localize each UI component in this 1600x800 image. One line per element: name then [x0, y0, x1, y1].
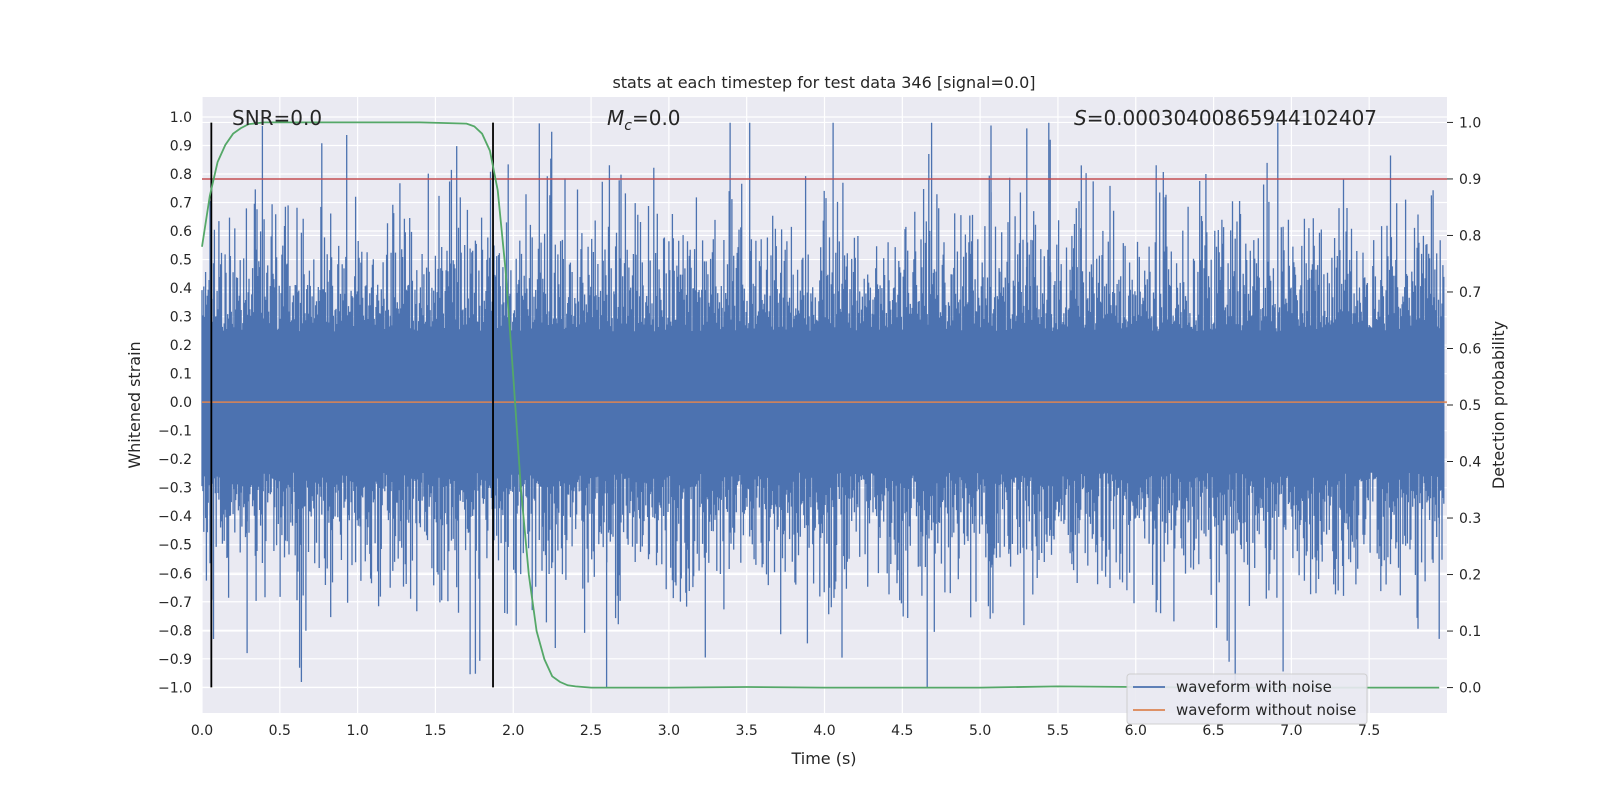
y-left-tick-label: 0.1 — [170, 367, 192, 383]
y-left-tick-label: −0.8 — [158, 623, 192, 639]
series-detection-probability — [201, 121, 1440, 689]
legend-box — [1126, 673, 1368, 725]
x-tick-label: 0.5 — [269, 723, 291, 739]
y-left-tick-label: −0.3 — [158, 481, 192, 497]
y-left-tick-label: 0.5 — [170, 253, 192, 269]
mc-subscript: c — [624, 118, 632, 134]
y-right-tick-label: 0.7 — [1459, 285, 1481, 301]
y-right-tick-label: 1.0 — [1459, 115, 1481, 131]
s-annotation: S=0.00030400865944102407 — [1074, 106, 1377, 130]
legend-label-noise: waveform with noise — [1176, 678, 1332, 696]
legend-label-clean: waveform without noise — [1176, 701, 1356, 719]
x-tick-label: 6.0 — [1125, 723, 1147, 739]
y-left-tick-label: −1.0 — [158, 680, 192, 696]
noise-trace — [201, 122, 1445, 688]
y-right-tick-label: 0.6 — [1459, 341, 1481, 357]
y-right-tick-label: 0.9 — [1459, 172, 1481, 188]
y-right-tick-label: 0.3 — [1459, 511, 1481, 527]
y-left-tick-label: 0.8 — [170, 167, 192, 183]
y-right-tick-label: 0.0 — [1459, 681, 1481, 697]
x-tick-label: 6.5 — [1202, 723, 1224, 739]
x-tick-label: 3.5 — [736, 723, 758, 739]
y-left-tick-label: −0.5 — [158, 538, 192, 554]
x-axis-label: Time (s) — [790, 749, 856, 768]
s-value: =0.00030400865944102407 — [1087, 106, 1377, 130]
x-axis-ticks: 0.0 0.5 1.0 1.5 2.0 2.5 3.0 3.5 4.0 4.5 5.0 5.5 6.0 6… — [191, 723, 1380, 739]
mc-symbol: M — [607, 106, 624, 130]
snr-annotation: SNR=0.0 — [232, 106, 322, 130]
y-left-axis-ticks: 1.0 0.9 0.8 0.7 0.6 0.5 0.4 0.3 0.2 0.1 0.0 −0.1 −0.… — [158, 110, 192, 696]
y-right-tick-label: 0.4 — [1459, 455, 1481, 471]
x-tick-label: 5.0 — [969, 723, 991, 739]
y-right-tick-label: 0.1 — [1459, 624, 1481, 640]
y-right-tick-label: 0.8 — [1459, 228, 1481, 244]
legend: waveform with noise waveform without noi… — [1126, 673, 1368, 725]
x-tick-label: 7.5 — [1358, 723, 1380, 739]
y-left-tick-label: −0.9 — [158, 652, 192, 668]
y-left-tick-label: −0.1 — [158, 424, 192, 440]
x-tick-label: 5.5 — [1047, 723, 1069, 739]
x-tick-label: 4.0 — [813, 723, 835, 739]
y-left-tick-label: −0.2 — [158, 452, 192, 468]
x-tick-label: 1.5 — [424, 723, 446, 739]
s-symbol: S — [1074, 106, 1087, 130]
y-left-tick-label: −0.4 — [158, 509, 192, 525]
x-tick-label: 3.0 — [658, 723, 680, 739]
y-right-axis-label: Detection probability — [1489, 321, 1508, 489]
y-left-axis-label: Whitened strain — [125, 341, 144, 468]
y-left-tick-label: 0.6 — [170, 224, 192, 240]
y-right-axis-ticks: 1.0 0.9 0.8 0.7 0.6 0.5 0.4 0.3 0.2 0.1 0.0 — [1447, 115, 1481, 697]
x-tick-label: 1.0 — [346, 723, 368, 739]
y-left-tick-label: −0.7 — [158, 595, 192, 611]
series-waveform-with-noise — [201, 122, 1445, 688]
x-tick-label: 7.0 — [1280, 723, 1302, 739]
vertical-markers — [210, 122, 494, 688]
x-tick-label: 4.5 — [891, 723, 913, 739]
x-tick-label: 0.0 — [191, 723, 213, 739]
y-left-tick-label: 0.3 — [170, 310, 192, 326]
chart-title: stats at each timestep for test data 346… — [612, 73, 1035, 92]
chirp-mass-annotation: Mc=0.0 — [607, 106, 681, 134]
x-tick-label: 2.5 — [580, 723, 602, 739]
y-left-tick-label: 1.0 — [170, 110, 192, 126]
y-left-tick-label: −0.6 — [158, 566, 192, 582]
y-right-tick-label: 0.5 — [1459, 398, 1481, 414]
y-left-tick-label: 0.2 — [170, 338, 192, 354]
mc-value: =0.0 — [632, 106, 681, 130]
y-left-tick-label: 0.4 — [170, 281, 192, 297]
y-left-tick-label: 0.0 — [170, 395, 192, 411]
y-left-tick-label: 0.7 — [170, 196, 192, 212]
x-tick-label: 2.0 — [502, 723, 524, 739]
y-right-tick-label: 0.2 — [1459, 568, 1481, 584]
y-left-tick-label: 0.9 — [170, 138, 192, 154]
